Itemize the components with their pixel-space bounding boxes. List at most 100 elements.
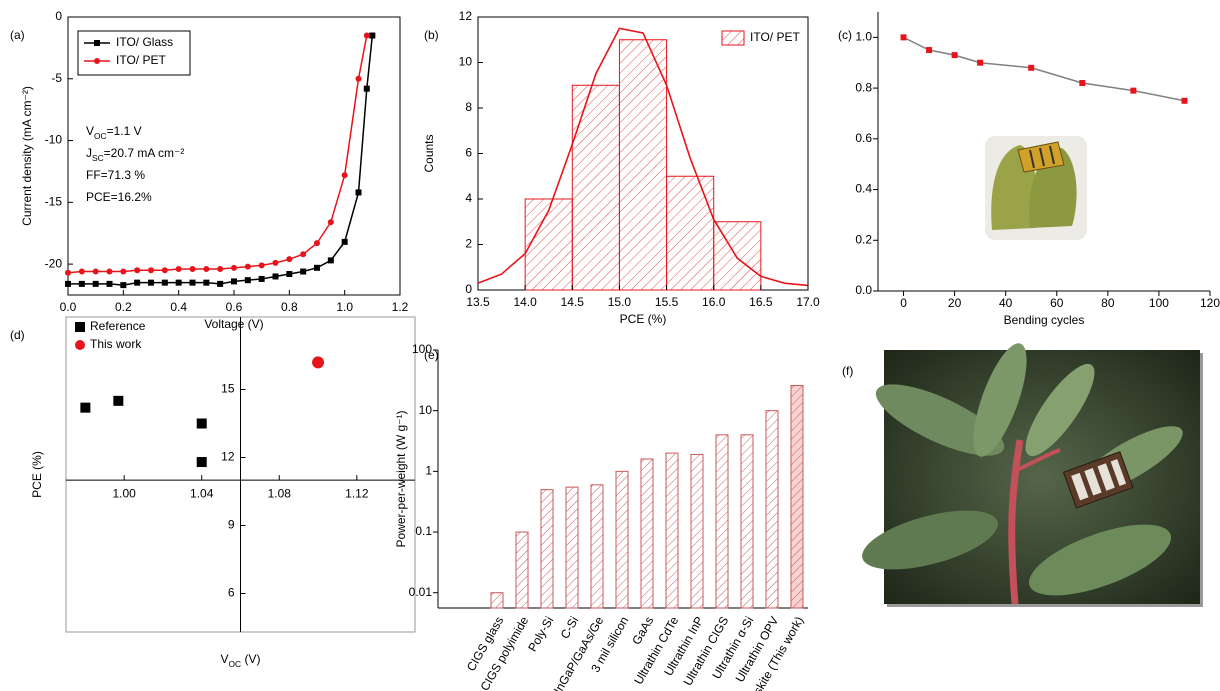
- x-tick-label: 100: [1149, 296, 1169, 310]
- x-tick-label: 0.2: [115, 300, 132, 314]
- x-tick-label: 0.8: [281, 300, 298, 314]
- legend-swatch: [721, 30, 745, 46]
- x-tick-label: 15.0: [608, 295, 632, 309]
- x-tick-label: 0.4: [170, 300, 187, 314]
- y-tick-label: 4: [465, 191, 472, 205]
- x-tick-label: 80: [1101, 296, 1115, 310]
- x-axis-label-part: OC: [229, 659, 242, 669]
- y-axis-label: PCE (%): [30, 451, 44, 498]
- marker: [92, 280, 99, 287]
- marker: [244, 277, 251, 284]
- annotation-part: J: [86, 146, 92, 160]
- marker: [926, 47, 933, 54]
- bar: [524, 198, 573, 291]
- marker: [189, 279, 196, 286]
- bar: [666, 175, 715, 291]
- marker: [175, 279, 182, 286]
- panel-label: (e): [424, 348, 439, 362]
- x-tick-label: 1.2: [392, 300, 409, 314]
- marker: [355, 189, 362, 196]
- marker: [286, 256, 293, 263]
- marker: [258, 275, 265, 282]
- annotation-part: =20.7 mA cm⁻²: [104, 146, 185, 160]
- y-tick-label: 10: [419, 403, 433, 417]
- bar: [590, 484, 604, 609]
- marker: [148, 267, 154, 274]
- plant-photo: [862, 343, 1203, 607]
- x-tick-label: 0.0: [60, 300, 77, 314]
- y-axis-label: Counts: [422, 134, 436, 172]
- x-tick-label: 1.04: [190, 486, 214, 500]
- annotation: FF=71.3 %: [86, 168, 145, 182]
- y-tick-label: 0.0: [855, 283, 872, 297]
- annotation: PCE=16.2%: [86, 190, 152, 204]
- bar: [490, 592, 504, 609]
- x-tick-label: 14.5: [561, 295, 585, 309]
- legend-label: ITO/ Glass: [116, 35, 173, 49]
- panel-label: (a): [10, 28, 25, 42]
- y-tick-label: 8: [465, 100, 472, 114]
- bar: [618, 39, 668, 291]
- annotation-part: FF=71.3 %: [86, 168, 145, 182]
- marker: [94, 40, 100, 46]
- marker: [1181, 97, 1188, 104]
- bar: [615, 470, 629, 609]
- bar: [540, 489, 554, 609]
- y-tick-label: 2: [465, 237, 472, 251]
- x-tick-label: 0.6: [226, 300, 243, 314]
- marker: [363, 85, 370, 92]
- y-tick-label: 0.1: [415, 524, 432, 538]
- marker: [134, 279, 141, 286]
- y-tick-label: 0.8: [855, 80, 872, 94]
- y-tick-label: -20: [45, 256, 63, 270]
- marker: [203, 279, 210, 286]
- bar: [571, 84, 620, 291]
- bar: [715, 434, 729, 609]
- x-tick-label: 1.00: [112, 486, 136, 500]
- marker: [217, 266, 224, 273]
- x-tick-label: 0: [900, 296, 907, 310]
- marker: [363, 32, 370, 39]
- marker: [312, 356, 325, 369]
- x-tick-label: 17.0: [796, 295, 820, 309]
- x-tick-label: Poly-Si: [525, 614, 556, 654]
- marker: [113, 395, 124, 406]
- x-axis-label: Bending cycles: [1004, 313, 1085, 327]
- legend-label: ITO/ PET: [750, 30, 800, 44]
- x-tick-label: 1.12: [345, 486, 369, 500]
- marker: [286, 270, 293, 277]
- x-tick-label: 14.0: [513, 295, 537, 309]
- marker: [231, 264, 237, 271]
- marker: [258, 262, 265, 269]
- marker: [355, 75, 362, 82]
- marker: [75, 322, 85, 332]
- bar: [640, 458, 654, 609]
- bar: [790, 384, 804, 609]
- marker: [314, 264, 320, 271]
- panel-label: (b): [424, 28, 439, 42]
- marker: [161, 267, 168, 274]
- legend-label: This work: [90, 337, 142, 351]
- x-tick-label: 16.5: [749, 295, 773, 309]
- marker: [341, 238, 348, 245]
- x-axis-label: Voltage (V): [204, 317, 263, 331]
- bar: [740, 434, 754, 609]
- legend-label: Reference: [90, 319, 146, 333]
- bar: [690, 453, 704, 609]
- marker: [951, 52, 958, 59]
- y-tick-label: 10: [459, 55, 473, 69]
- marker: [78, 280, 85, 287]
- annotation: VOC=1.1 V: [86, 124, 142, 141]
- marker: [327, 219, 334, 226]
- marker: [120, 282, 127, 289]
- marker: [134, 267, 141, 274]
- y-tick-label: 6: [228, 586, 235, 600]
- annotation-part: PCE=16.2%: [86, 190, 152, 204]
- fit-curve: [477, 27, 809, 287]
- y-tick-label: 12: [459, 9, 473, 23]
- x-axis-label: PCE (%): [620, 312, 667, 326]
- marker: [369, 32, 376, 39]
- y-tick-label: -15: [45, 195, 63, 209]
- marker: [92, 268, 99, 275]
